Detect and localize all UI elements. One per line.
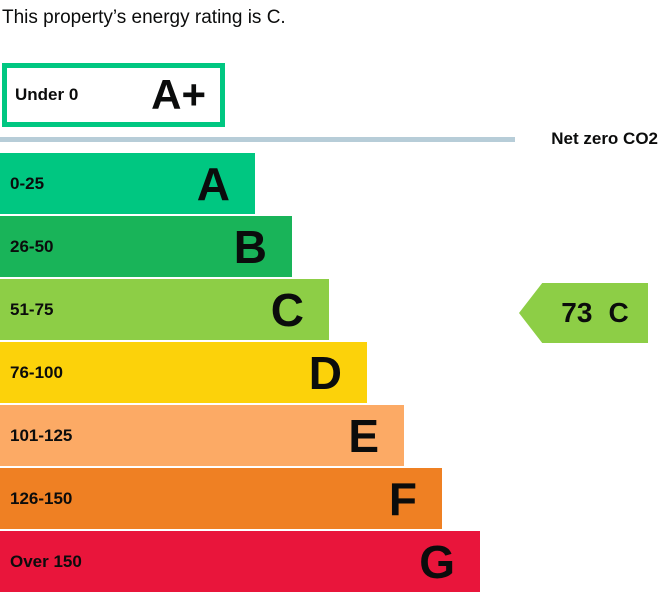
band-range-label: Under 0: [15, 85, 79, 104]
band-b: 26-50 B: [0, 216, 292, 277]
band-letter: B: [233, 220, 267, 273]
band-e: 101-125 E: [0, 405, 404, 466]
band-a: 0-25 A: [0, 153, 255, 214]
band-range-label: 26-50: [10, 236, 54, 256]
band-c: 51-75 C: [0, 279, 329, 340]
band-letter: A+: [151, 71, 206, 118]
band-letter: A: [196, 157, 230, 210]
band-range-label: 126-150: [10, 488, 73, 508]
band-a-plus: Under 0 A+: [2, 63, 225, 127]
band-letter: F: [388, 472, 417, 525]
net-zero-line: [0, 137, 515, 142]
band-g: Over 150 G: [0, 531, 480, 592]
band-range-label: 51-75: [10, 299, 54, 319]
band-d: 76-100 D: [0, 342, 367, 403]
net-zero-label: Net zero CO2: [551, 129, 658, 148]
band-range-label: 101-125: [10, 425, 73, 445]
rating-letter: C: [608, 297, 629, 328]
band-letter: G: [419, 535, 455, 588]
band-letter: D: [308, 346, 342, 399]
chart-title: This property’s energy rating is C.: [2, 7, 286, 28]
band-letter: C: [270, 283, 304, 336]
rating-value: 73: [561, 297, 593, 328]
band-letter: E: [348, 409, 379, 462]
band-range-label: 76-100: [10, 362, 63, 382]
rating-pointer-arrow-icon: 73 C: [519, 283, 648, 343]
band-f: 126-150 F: [0, 468, 442, 529]
band-range-label: Over 150: [10, 551, 82, 571]
band-range-label: 0-25: [10, 173, 45, 193]
